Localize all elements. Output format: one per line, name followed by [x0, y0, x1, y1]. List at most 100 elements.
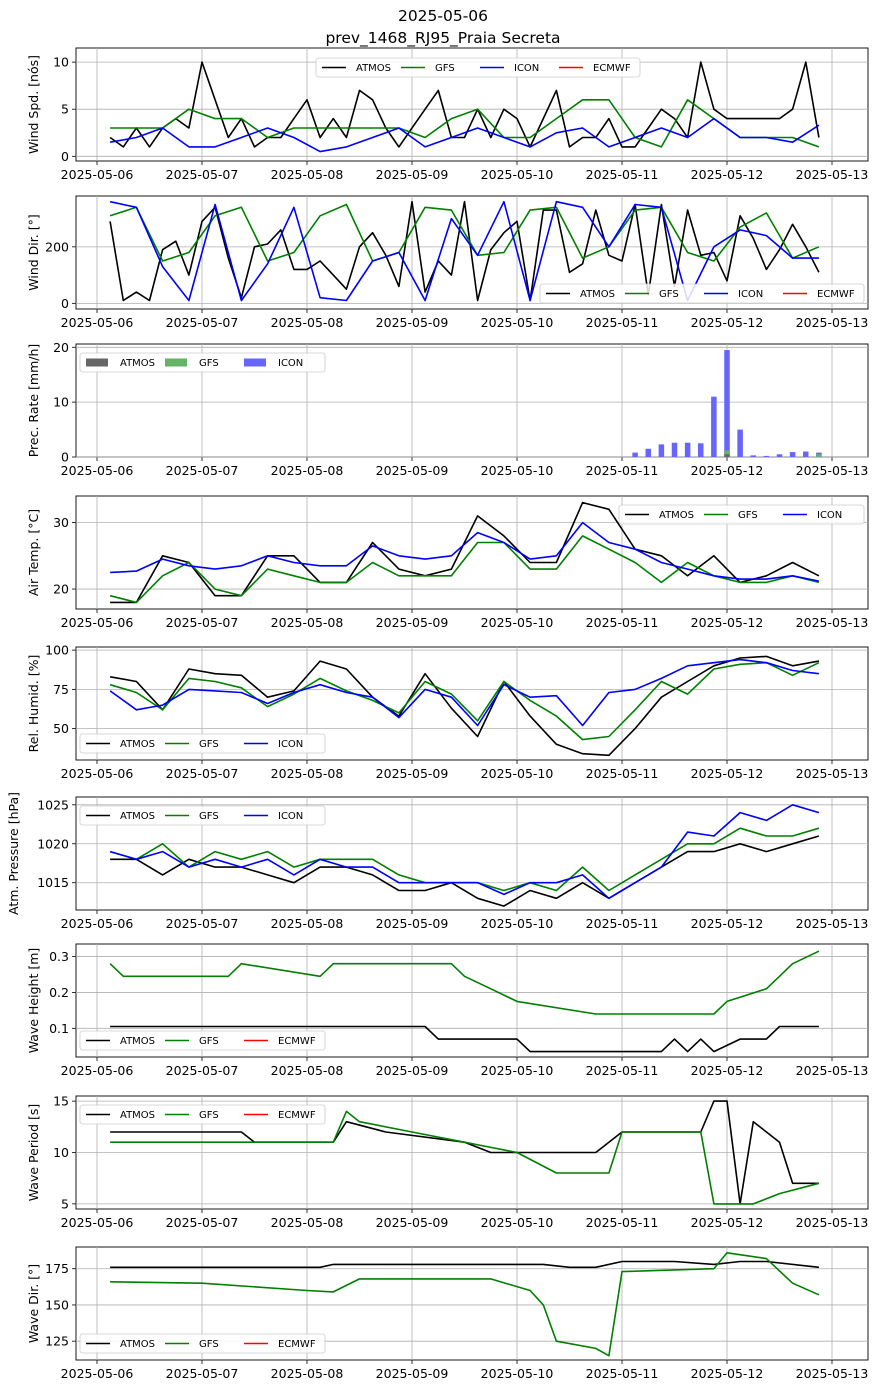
- y-axis-label: Wind Dir. [°]: [26, 214, 41, 290]
- y-tick-label: 15: [53, 1094, 69, 1109]
- x-tick-label: 2025-05-10: [481, 1215, 554, 1230]
- legend: ATMOS GFS ECMWF: [79, 1030, 326, 1051]
- y-tick-label: 5: [61, 102, 69, 117]
- legend-label-atmos: ATMOS: [659, 510, 694, 521]
- series-line-atmos: [109, 61, 820, 148]
- legend: ATMOS GFS ECMWF: [79, 1333, 326, 1354]
- legend-label-atmos: ATMOS: [356, 63, 391, 74]
- x-tick-label: 2025-05-07: [166, 315, 239, 330]
- legend-frame: [79, 1104, 326, 1125]
- bar-icon: [724, 350, 730, 457]
- series-line-atmos: [110, 501, 820, 604]
- x-tick-label: 2025-05-08: [271, 167, 344, 182]
- data-layer: [110, 1100, 820, 1205]
- x-tick-label: 2025-05-08: [271, 916, 344, 931]
- legend-label-atmos: ATMOS: [120, 1110, 155, 1121]
- bar-icon: [671, 442, 678, 457]
- legend-swatch-atmos: [86, 358, 108, 367]
- legend-label-ecmwf: ECMWF: [278, 1110, 316, 1121]
- x-tick-label: 2025-05-13: [796, 766, 869, 781]
- series-line-icon: [109, 658, 819, 727]
- x-tick-label: 2025-05-09: [376, 1215, 449, 1230]
- y-tick-label: 0: [61, 149, 69, 164]
- legend-label-gfs: GFS: [199, 739, 219, 750]
- x-tick-label: 2025-05-07: [166, 167, 239, 182]
- legend-label-icon: ICON: [817, 510, 842, 521]
- x-tick-label: 2025-05-07: [166, 916, 239, 931]
- subplot-2: 2025-05-06 2025-05-07 2025-05-08 2025-05-09…: [26, 195, 869, 330]
- x-tick-label: 2025-05-11: [586, 167, 659, 182]
- bar-icon: [803, 451, 809, 457]
- x-tick-label: 2025-05-10: [481, 916, 554, 931]
- x-tick-label: 2025-05-13: [796, 463, 869, 478]
- x-tick-label: 2025-05-12: [691, 315, 764, 330]
- subplot-5: 2025-05-06 2025-05-07 2025-05-08 2025-05-09…: [26, 643, 869, 781]
- legend-label-ecmwf: ECMWF: [817, 289, 855, 300]
- y-tick-label: 200: [45, 239, 69, 254]
- legend: ATMOS GFS ICON: [618, 504, 865, 525]
- x-tick-label: 2025-05-07: [166, 766, 239, 781]
- x-tick-label: 2025-05-13: [796, 615, 869, 630]
- x-tick-label: 2025-05-10: [481, 766, 554, 781]
- y-tick-label: 5: [61, 1196, 69, 1211]
- legend-label-icon: ICON: [278, 358, 303, 369]
- x-tick-label: 2025-05-13: [796, 1366, 869, 1381]
- bar-icon: [776, 454, 783, 457]
- x-tick-label: 2025-05-08: [271, 463, 344, 478]
- data-layer: [109, 61, 820, 153]
- y-tick-label: 20: [53, 340, 69, 355]
- x-tick-label: 2025-05-12: [691, 463, 764, 478]
- x-tick-label: 2025-05-11: [586, 1063, 659, 1078]
- bar-icon: [645, 448, 651, 457]
- legend-label-ecmwf: ECMWF: [278, 1339, 316, 1350]
- y-tick-label: 1020: [37, 836, 69, 851]
- legend-swatch-icon: [244, 358, 266, 367]
- y-tick-label: 0.2: [49, 985, 69, 1000]
- bar-icon: [632, 452, 638, 457]
- series-line-icon: [109, 117, 820, 153]
- x-tick-label: 2025-05-13: [796, 1063, 869, 1078]
- legend-frame: [79, 1333, 326, 1354]
- y-tick-label: 0.3: [49, 949, 69, 964]
- x-tick-label: 2025-05-06: [61, 615, 134, 630]
- data-layer: [632, 350, 822, 457]
- data-layer: [110, 1252, 820, 1357]
- legend: ATMOS GFS ICON: [79, 352, 326, 373]
- series-line-icon: [109, 200, 819, 302]
- subplot-4: 2025-05-06 2025-05-07 2025-05-08 2025-05-09…: [26, 495, 869, 630]
- x-tick-label: 2025-05-10: [481, 167, 554, 182]
- bar-gfs: [816, 454, 822, 457]
- subplot-6: 2025-05-06 2025-05-07 2025-05-08 2025-05-09…: [6, 792, 869, 931]
- x-tick-label: 2025-05-06: [61, 766, 134, 781]
- y-axis-label: Prec. Rate [mm/h]: [26, 344, 41, 458]
- legend-label-ecmwf: ECMWF: [278, 1036, 316, 1047]
- y-tick-label: 0.1: [49, 1021, 69, 1036]
- chart-subtitle: prev_1468_RJ95_Praia Secreta: [325, 29, 561, 47]
- y-tick-label: 1025: [37, 797, 69, 812]
- y-axis-label: Wind Spd. [nós]: [26, 55, 41, 154]
- x-tick-label: 2025-05-12: [691, 1366, 764, 1381]
- series-line-gfs: [110, 99, 820, 148]
- y-tick-label: 30: [53, 515, 69, 530]
- x-tick-label: 2025-05-08: [271, 1215, 344, 1230]
- x-tick-label: 2025-05-06: [61, 1063, 134, 1078]
- x-tick-label: 2025-05-09: [376, 167, 449, 182]
- bar-icon: [750, 455, 756, 457]
- legend-label-gfs: GFS: [199, 1110, 219, 1121]
- legend: ATMOS GFS ICON: [79, 733, 326, 754]
- bar-icon: [698, 443, 704, 457]
- y-tick-label: 10: [53, 395, 69, 410]
- bar-icon: [711, 396, 717, 457]
- x-tick-label: 2025-05-07: [166, 615, 239, 630]
- legend-label-gfs: GFS: [199, 358, 219, 369]
- series-line-atmos: [110, 1025, 819, 1053]
- series-line-atmos: [109, 200, 820, 302]
- series-line-gfs: [109, 203, 820, 262]
- x-tick-label: 2025-05-12: [691, 1215, 764, 1230]
- x-tick-label: 2025-05-11: [586, 315, 659, 330]
- legend: ATMOS GFS ICON ECMWF: [539, 283, 865, 304]
- y-tick-label: 10: [53, 55, 69, 70]
- subplot-7: 2025-05-06 2025-05-07 2025-05-08 2025-05-09…: [26, 943, 869, 1078]
- legend-label-atmos: ATMOS: [120, 739, 155, 750]
